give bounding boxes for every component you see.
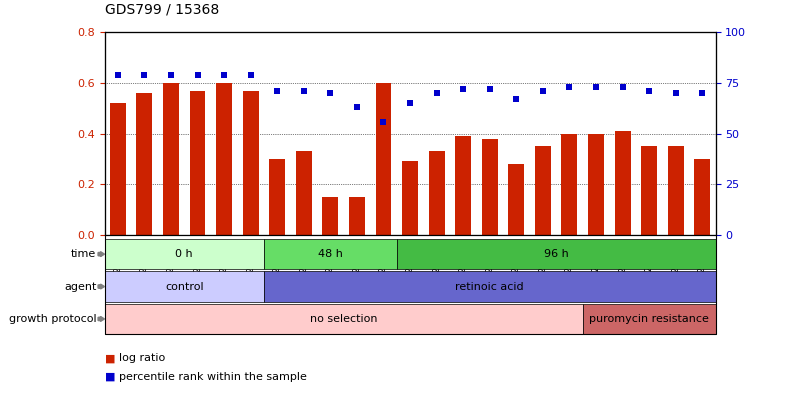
Bar: [454, 136, 471, 235]
Bar: [110, 103, 125, 235]
Bar: [613, 131, 630, 235]
Text: 96 h: 96 h: [543, 249, 568, 259]
Bar: [587, 134, 603, 235]
Bar: [402, 162, 418, 235]
Bar: [694, 159, 709, 235]
Text: puromycin resistance: puromycin resistance: [589, 314, 708, 324]
Text: 0 h: 0 h: [175, 249, 193, 259]
Bar: [640, 146, 656, 235]
Bar: [216, 83, 232, 235]
Text: ■: ■: [104, 354, 115, 363]
Text: no selection: no selection: [309, 314, 377, 324]
Text: GDS799 / 15368: GDS799 / 15368: [104, 2, 218, 16]
Bar: [163, 83, 179, 235]
Bar: [322, 197, 338, 235]
Bar: [375, 83, 391, 235]
Bar: [560, 134, 577, 235]
Text: agent: agent: [64, 281, 96, 292]
Text: ■: ■: [104, 372, 115, 382]
Text: 48 h: 48 h: [317, 249, 342, 259]
Text: growth protocol: growth protocol: [9, 314, 96, 324]
Bar: [190, 91, 206, 235]
Bar: [137, 93, 152, 235]
Bar: [243, 91, 259, 235]
Bar: [534, 146, 550, 235]
Bar: [481, 139, 497, 235]
Text: time: time: [71, 249, 96, 259]
Bar: [296, 151, 312, 235]
Bar: [269, 159, 285, 235]
Text: retinoic acid: retinoic acid: [454, 281, 524, 292]
Bar: [507, 164, 524, 235]
Bar: [349, 197, 365, 235]
Text: log ratio: log ratio: [119, 354, 165, 363]
Bar: [428, 151, 444, 235]
Bar: [667, 146, 683, 235]
Text: percentile rank within the sample: percentile rank within the sample: [119, 372, 307, 382]
Text: control: control: [165, 281, 203, 292]
